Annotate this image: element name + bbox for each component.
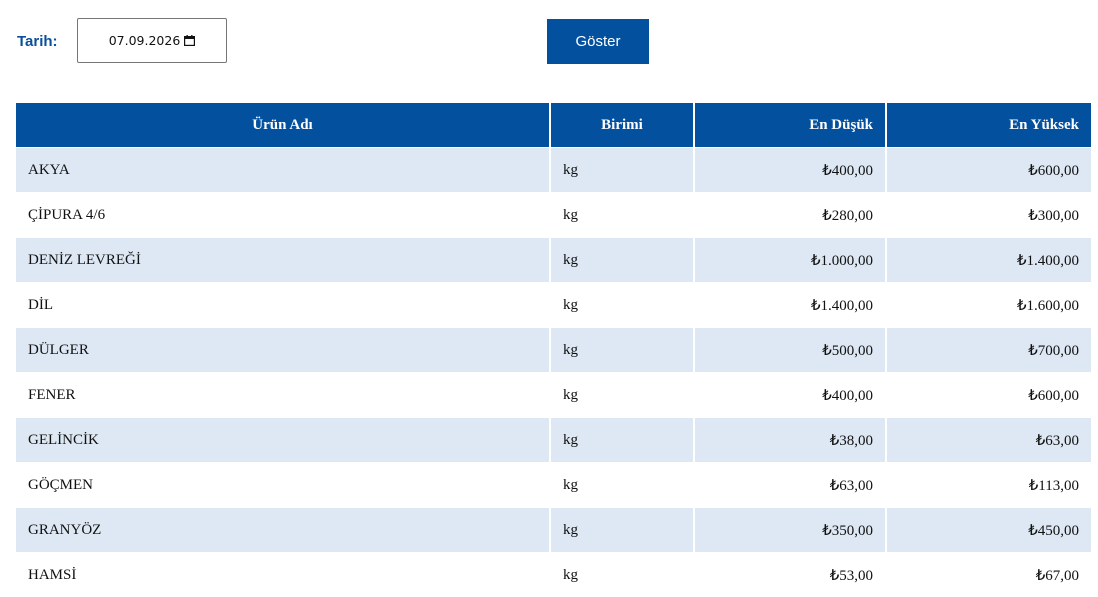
header-min-price[interactable]: En Düşük [694, 103, 886, 148]
product-name: HAMSİ [16, 553, 550, 597]
table-row: GRANYÖZ kg ₺350,00 ₺450,00 [16, 508, 1091, 553]
max-price: ₺600,00 [886, 373, 1091, 418]
max-price: ₺700,00 [886, 328, 1091, 373]
unit-cell: kg [550, 328, 694, 373]
min-price: ₺1.000,00 [694, 238, 886, 283]
max-price: ₺300,00 [886, 193, 1091, 238]
product-name: GELİNCİK [16, 418, 550, 463]
product-name: ÇİPURA 4/6 [16, 193, 550, 238]
max-price: ₺67,00 [886, 553, 1091, 597]
table-row: GELİNCİK kg ₺38,00 ₺63,00 [16, 418, 1091, 463]
min-price: ₺500,00 [694, 328, 886, 373]
product-name: DÜLGER [16, 328, 550, 373]
max-price: ₺63,00 [886, 418, 1091, 463]
table-row: FENER kg ₺400,00 ₺600,00 [16, 373, 1091, 418]
table-row: ÇİPURA 4/6 kg ₺280,00 ₺300,00 [16, 193, 1091, 238]
table-row: DENİZ LEVREĞİ kg ₺1.000,00 ₺1.400,00 [16, 238, 1091, 283]
header-product-name[interactable]: Ürün Adı [16, 103, 550, 148]
min-price: ₺350,00 [694, 508, 886, 553]
min-price: ₺280,00 [694, 193, 886, 238]
date-input[interactable]: 07.09.2026 [77, 18, 227, 63]
unit-cell: kg [550, 238, 694, 283]
unit-cell: kg [550, 463, 694, 508]
unit-cell: kg [550, 553, 694, 597]
header-max-price[interactable]: En Yüksek [886, 103, 1091, 148]
unit-cell: kg [550, 373, 694, 418]
min-price: ₺53,00 [694, 553, 886, 597]
unit-cell: kg [550, 193, 694, 238]
product-name: GRANYÖZ [16, 508, 550, 553]
min-price: ₺38,00 [694, 418, 886, 463]
table-row: HAMSİ kg ₺53,00 ₺67,00 [16, 553, 1091, 597]
table-row: DİL kg ₺1.400,00 ₺1.600,00 [16, 283, 1091, 328]
unit-cell: kg [550, 418, 694, 463]
header-unit[interactable]: Birimi [550, 103, 694, 148]
product-name: FENER [16, 373, 550, 418]
filter-bar: Tarih: 07.09.2026 Göster [0, 0, 1098, 90]
max-price: ₺1.400,00 [886, 238, 1091, 283]
min-price: ₺63,00 [694, 463, 886, 508]
min-price: ₺1.400,00 [694, 283, 886, 328]
unit-cell: kg [550, 508, 694, 553]
table-row: DÜLGER kg ₺500,00 ₺700,00 [16, 328, 1091, 373]
min-price: ₺400,00 [694, 373, 886, 418]
calendar-icon[interactable] [184, 35, 195, 46]
unit-cell: kg [550, 283, 694, 328]
product-name: DENİZ LEVREĞİ [16, 238, 550, 283]
table-header-row: Ürün Adı Birimi En Düşük En Yüksek [16, 103, 1091, 148]
max-price: ₺113,00 [886, 463, 1091, 508]
min-price: ₺400,00 [694, 148, 886, 193]
product-name: GÖÇMEN [16, 463, 550, 508]
table-row: GÖÇMEN kg ₺63,00 ₺113,00 [16, 463, 1091, 508]
product-name: AKYA [16, 148, 550, 193]
show-button[interactable]: Göster [547, 19, 649, 64]
max-price: ₺600,00 [886, 148, 1091, 193]
price-table: Ürün Adı Birimi En Düşük En Yüksek AKYA … [16, 103, 1091, 597]
product-name: DİL [16, 283, 550, 328]
date-label: Tarih: [17, 33, 58, 50]
max-price: ₺450,00 [886, 508, 1091, 553]
max-price: ₺1.600,00 [886, 283, 1091, 328]
date-value: 07.09.2026 [109, 33, 181, 48]
table-row: AKYA kg ₺400,00 ₺600,00 [16, 148, 1091, 193]
unit-cell: kg [550, 148, 694, 193]
